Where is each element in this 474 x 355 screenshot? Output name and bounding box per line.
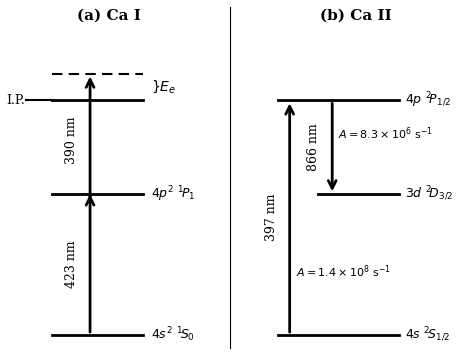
Text: 397 nm: 397 nm bbox=[265, 194, 278, 241]
Text: (b) Ca II: (b) Ca II bbox=[319, 9, 392, 23]
Text: (a) Ca I: (a) Ca I bbox=[77, 9, 141, 23]
Text: $4p\ {}^2\!P_{1/2}$: $4p\ {}^2\!P_{1/2}$ bbox=[405, 91, 451, 110]
Text: 866 nm: 866 nm bbox=[308, 124, 320, 171]
Text: $\}E_e$: $\}E_e$ bbox=[151, 79, 176, 95]
Text: I.P.: I.P. bbox=[7, 94, 26, 107]
Text: 390 nm: 390 nm bbox=[64, 117, 78, 164]
Text: $4s\ {}^2\!S_{1/2}$: $4s\ {}^2\!S_{1/2}$ bbox=[405, 326, 450, 344]
Text: $4s^2\ {}^1\!S_0$: $4s^2\ {}^1\!S_0$ bbox=[151, 326, 195, 344]
Text: $4p^2\ {}^1\!P_1$: $4p^2\ {}^1\!P_1$ bbox=[151, 185, 195, 204]
Text: 423 nm: 423 nm bbox=[64, 241, 78, 288]
Text: $A = 8.3 \times 10^6\ \mathrm{s}^{-1}$: $A = 8.3 \times 10^6\ \mathrm{s}^{-1}$ bbox=[338, 126, 433, 142]
Text: $3d\ {}^2\!D_{3/2}$: $3d\ {}^2\!D_{3/2}$ bbox=[405, 185, 454, 203]
Text: $A = 1.4 \times 10^8\ \mathrm{s}^{-1}$: $A = 1.4 \times 10^8\ \mathrm{s}^{-1}$ bbox=[296, 263, 391, 280]
